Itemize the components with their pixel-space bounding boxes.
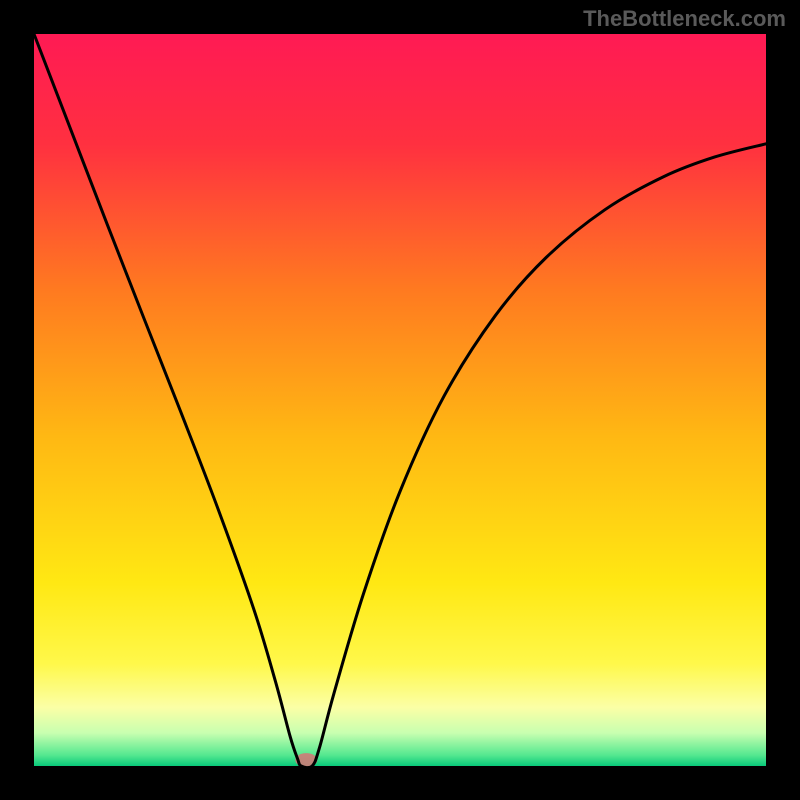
- gradient-chart: [0, 0, 800, 800]
- plot-background: [34, 34, 766, 766]
- chart-root: TheBottleneck.com: [0, 0, 800, 800]
